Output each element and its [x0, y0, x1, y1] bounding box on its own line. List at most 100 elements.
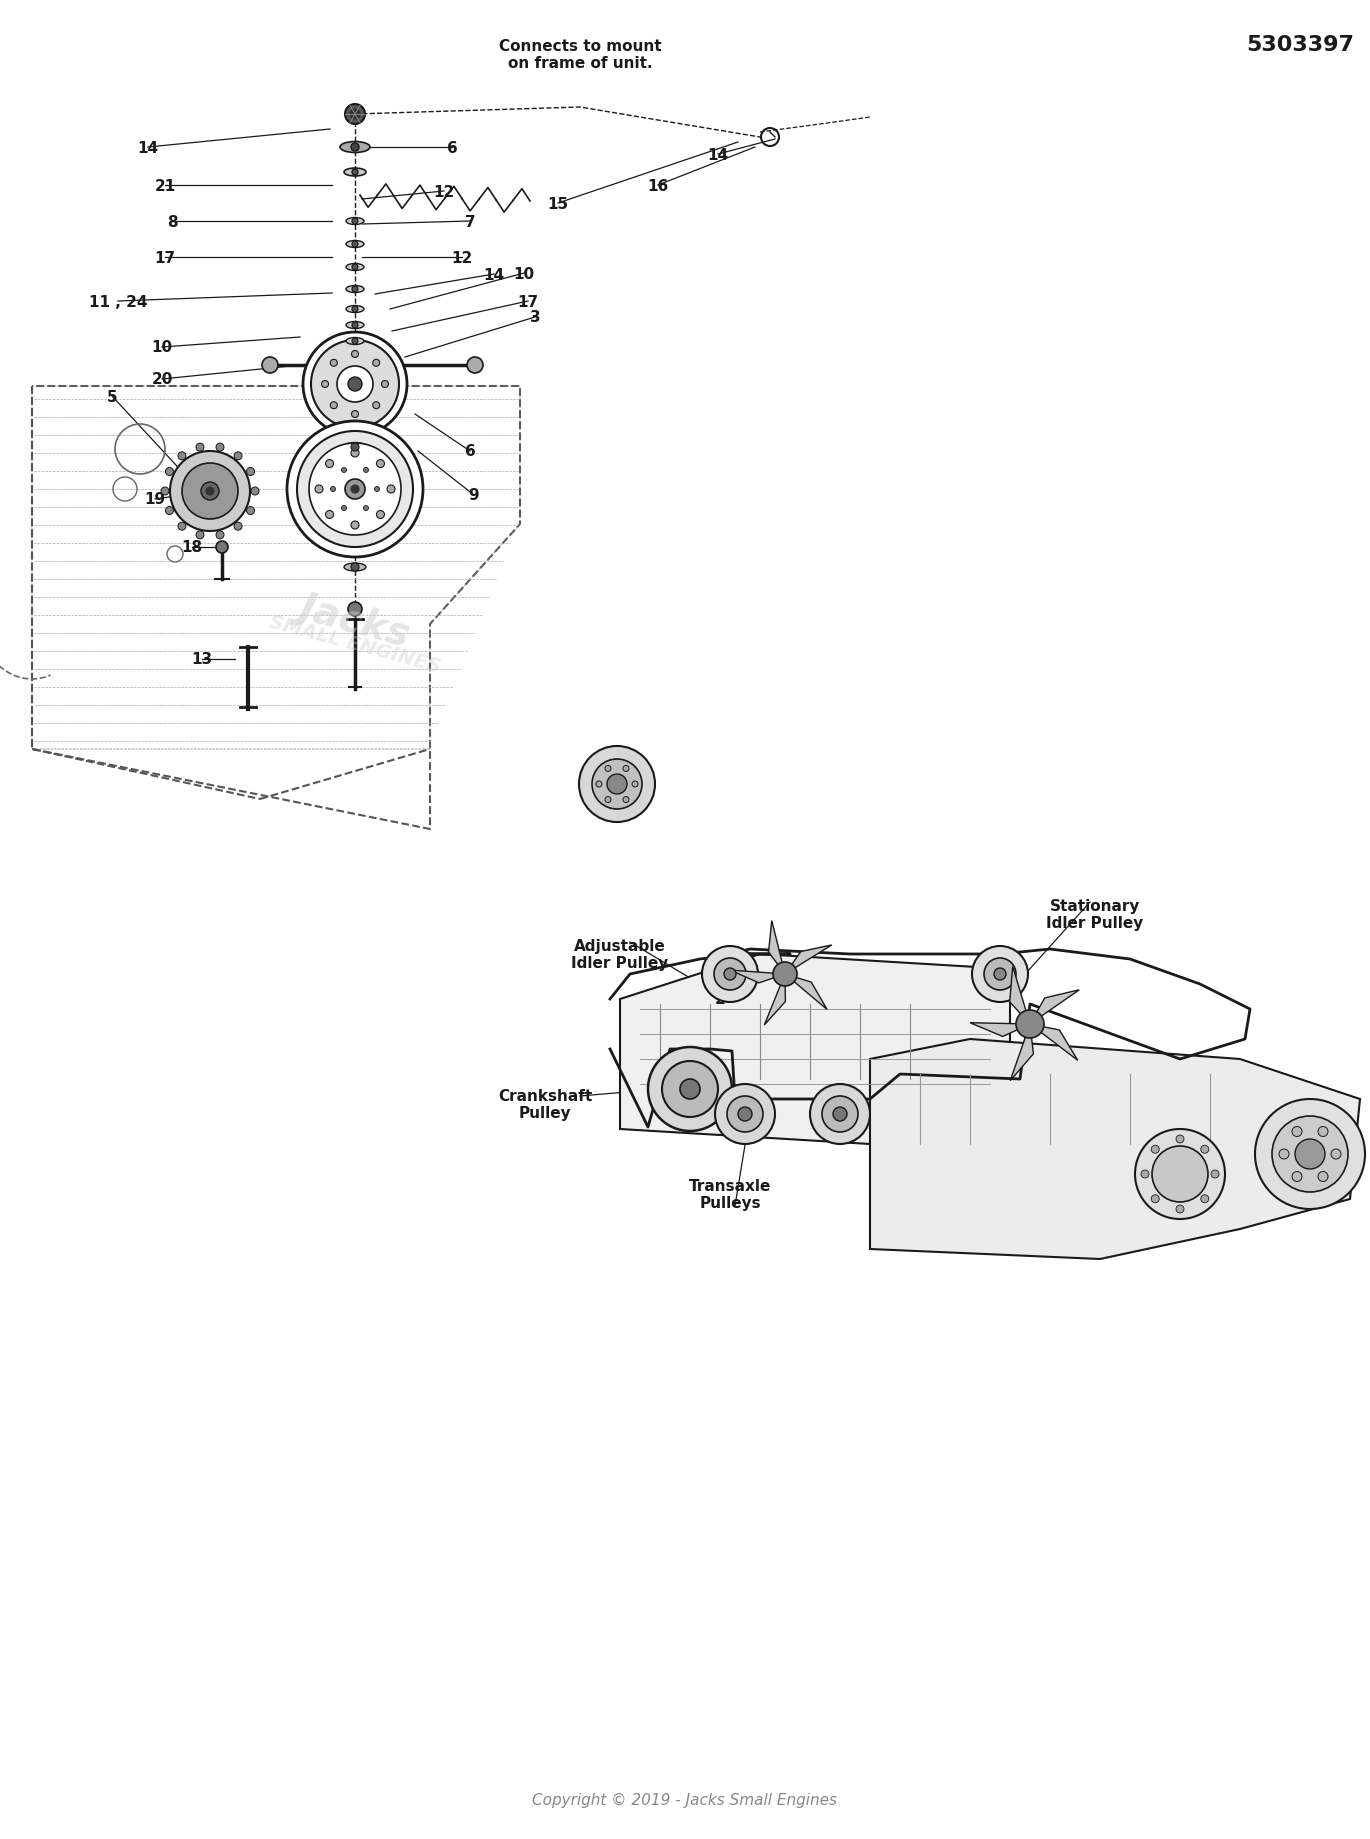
Circle shape — [738, 1107, 752, 1122]
Circle shape — [345, 105, 364, 125]
Circle shape — [580, 747, 655, 822]
Text: 12: 12 — [451, 250, 473, 265]
Circle shape — [351, 485, 359, 493]
Circle shape — [1151, 1146, 1159, 1153]
Circle shape — [373, 403, 379, 410]
Text: 14: 14 — [137, 140, 159, 156]
Polygon shape — [730, 971, 785, 984]
Circle shape — [606, 767, 611, 772]
Circle shape — [1255, 1100, 1365, 1210]
Text: SMALL ENGINES: SMALL ENGINES — [267, 612, 443, 677]
Polygon shape — [970, 1022, 1030, 1037]
Circle shape — [377, 460, 385, 469]
Circle shape — [251, 487, 259, 497]
Text: 12: 12 — [433, 184, 455, 199]
Circle shape — [773, 962, 797, 986]
Polygon shape — [769, 921, 785, 975]
Circle shape — [1280, 1149, 1289, 1159]
Circle shape — [714, 958, 747, 991]
Circle shape — [297, 432, 412, 548]
Circle shape — [1200, 1146, 1208, 1153]
Circle shape — [348, 377, 362, 392]
Circle shape — [648, 1048, 732, 1131]
Circle shape — [373, 360, 379, 368]
Circle shape — [467, 359, 484, 373]
Circle shape — [1152, 1146, 1208, 1203]
Text: 19: 19 — [144, 493, 166, 508]
Circle shape — [166, 508, 174, 515]
Ellipse shape — [344, 169, 366, 177]
Circle shape — [386, 485, 395, 493]
Text: 10: 10 — [152, 340, 173, 355]
Text: 6: 6 — [447, 140, 458, 156]
Text: 7: 7 — [464, 215, 475, 230]
Circle shape — [1332, 1149, 1341, 1159]
Circle shape — [330, 360, 337, 368]
Ellipse shape — [347, 265, 364, 272]
Circle shape — [1318, 1171, 1328, 1182]
Circle shape — [196, 443, 204, 452]
Circle shape — [592, 760, 643, 809]
Circle shape — [352, 265, 358, 270]
Polygon shape — [785, 975, 827, 1010]
Circle shape — [348, 603, 362, 616]
Polygon shape — [1010, 1024, 1033, 1081]
Circle shape — [216, 531, 225, 539]
Circle shape — [995, 969, 1006, 980]
Circle shape — [1134, 1129, 1225, 1219]
Circle shape — [234, 452, 242, 460]
Circle shape — [286, 421, 423, 557]
Circle shape — [206, 487, 214, 497]
Circle shape — [352, 243, 358, 248]
Circle shape — [833, 1107, 847, 1122]
Text: 5: 5 — [107, 390, 118, 405]
Ellipse shape — [347, 338, 364, 346]
Text: 13: 13 — [192, 653, 212, 668]
Circle shape — [182, 463, 238, 520]
Circle shape — [352, 412, 359, 417]
Circle shape — [632, 782, 638, 787]
Circle shape — [326, 511, 333, 519]
Text: 8: 8 — [167, 215, 177, 230]
Circle shape — [167, 546, 184, 563]
Circle shape — [341, 469, 347, 473]
Circle shape — [349, 110, 360, 120]
Ellipse shape — [347, 219, 364, 226]
Polygon shape — [1030, 989, 1080, 1024]
Text: Transaxle
Pulleys: Transaxle Pulleys — [689, 1179, 771, 1210]
Circle shape — [351, 565, 359, 572]
Circle shape — [201, 482, 219, 500]
Circle shape — [352, 219, 358, 224]
Ellipse shape — [347, 307, 364, 313]
Circle shape — [623, 796, 629, 804]
Circle shape — [810, 1085, 870, 1144]
Circle shape — [596, 782, 601, 787]
Circle shape — [1175, 1205, 1184, 1214]
Circle shape — [178, 452, 186, 460]
Circle shape — [1211, 1170, 1219, 1179]
Circle shape — [701, 947, 758, 1002]
Circle shape — [607, 774, 627, 794]
Circle shape — [166, 469, 174, 476]
Circle shape — [381, 381, 389, 388]
Text: 18: 18 — [181, 541, 203, 555]
Circle shape — [606, 796, 611, 804]
Circle shape — [352, 338, 358, 346]
Text: Connects to mount
on frame of unit.: Connects to mount on frame of unit. — [499, 39, 662, 72]
Circle shape — [1295, 1140, 1325, 1170]
Circle shape — [1200, 1195, 1208, 1203]
Text: 10: 10 — [514, 267, 534, 281]
Text: 20: 20 — [151, 371, 173, 388]
Circle shape — [374, 487, 379, 493]
Circle shape — [662, 1061, 718, 1118]
Circle shape — [363, 506, 369, 511]
Circle shape — [715, 1085, 775, 1144]
Circle shape — [322, 381, 329, 388]
Polygon shape — [870, 1039, 1360, 1260]
Circle shape — [310, 443, 401, 535]
Polygon shape — [621, 954, 1010, 1144]
Circle shape — [352, 307, 358, 313]
Text: Adjustable
Idler Pulley: Adjustable Idler Pulley — [571, 938, 669, 971]
Circle shape — [216, 443, 225, 452]
Text: 11 , 24: 11 , 24 — [89, 294, 147, 309]
